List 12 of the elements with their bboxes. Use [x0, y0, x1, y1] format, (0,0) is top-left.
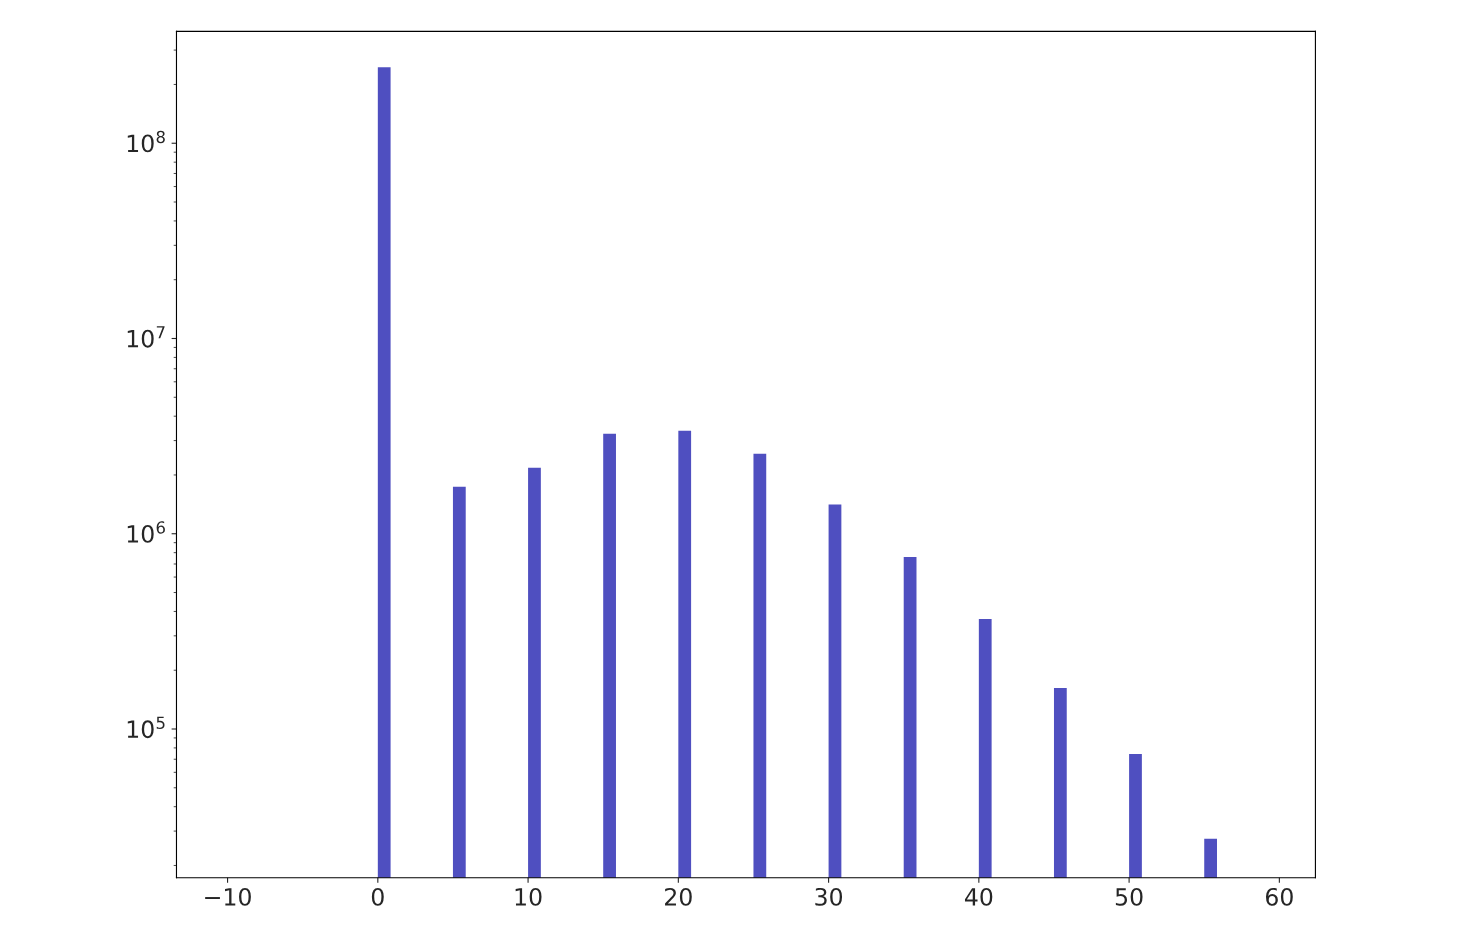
x-tick-label: 40 [964, 887, 993, 906]
x-tick-label: 0 [371, 887, 384, 906]
x-tick-label: 50 [1115, 887, 1143, 906]
x-tick-label: 60 [1265, 887, 1293, 906]
y-tick-label: 10$^{5}$ [127, 716, 165, 739]
y-tick-label: 10$^{8}$ [127, 130, 165, 153]
x-tick-label: 20 [665, 887, 692, 906]
x-tick-label: −10 [205, 887, 251, 906]
y-tick-label: 10$^{6}$ [127, 521, 165, 543]
y-tick-label: 10$^{7}$ [127, 326, 165, 348]
x-tick-label: 10 [515, 887, 542, 906]
x-tick-label: 30 [815, 887, 843, 906]
